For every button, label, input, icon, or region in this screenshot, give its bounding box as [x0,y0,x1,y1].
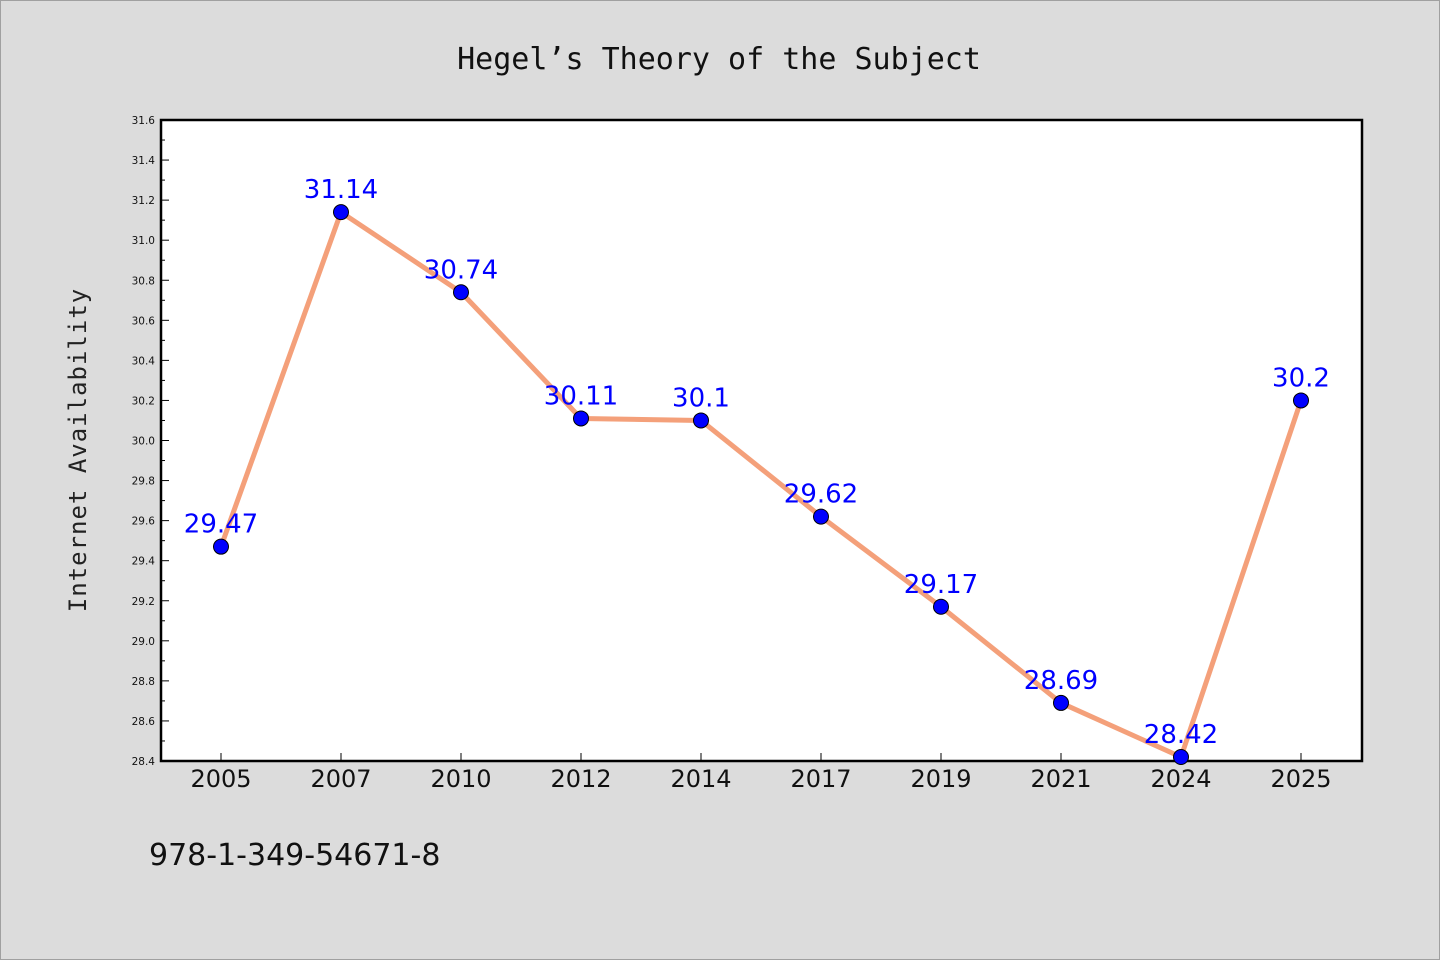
series-line-group [218,209,1304,760]
x-tick-label-3: 2012 [550,765,611,793]
y-tick-label-9: 30.2 [132,395,155,407]
data-point-6 [933,598,949,615]
data-point-3 [573,410,589,427]
data-point-9 [1293,392,1309,409]
data-point-2 [453,284,469,301]
series-line-0 [218,209,1304,760]
data-label-2: 30.74 [424,255,498,285]
y-tick-label-15: 31.4 [132,155,156,167]
y-tick-label-10: 30.4 [132,355,156,367]
y-axis: 28.4 28.6 28.8 29.0 29.2 29.4 29.6 29.8 30.0 30.2… [132,115,169,768]
y-tick-label-0: 28.4 [132,756,156,768]
data-label-5: 29.62 [784,480,858,510]
x-axis: 2005 2007 2010 2012 2014 2017 2019 2021 2024 2025 [190,753,1332,793]
data-label-9: 30.2 [1272,363,1330,393]
x-tick-label-0: 2005 [190,765,251,793]
y-tick-label-6: 29.6 [132,516,156,528]
data-point-7 [1053,694,1069,711]
data-label-7: 28.69 [1024,666,1098,696]
y-axis-label: Internet Availability [64,288,92,612]
y-tick-label-12: 30.8 [132,275,155,287]
y-tick-label-13: 31.0 [132,235,155,247]
y-tick-label-7: 29.8 [132,476,155,488]
x-tick-label-6: 2019 [910,765,971,793]
x-tick-label-8: 2024 [1150,765,1211,793]
footer-isbn: 978-1-349-54671-8 [149,838,440,873]
data-point-0 [213,538,229,555]
y-tick-label-2: 28.8 [132,676,155,688]
x-tick-label-9: 2025 [1270,765,1331,793]
data-label-3: 30.11 [544,381,618,411]
x-tick-label-1: 2007 [310,765,371,793]
data-label-6: 29.17 [904,570,978,600]
y-tick-label-11: 30.6 [132,315,156,327]
y-tick-label-8: 30.0 [132,436,155,448]
x-tick-label-4: 2014 [670,765,731,793]
data-label-8: 28.42 [1144,720,1218,750]
y-tick-label-1: 28.6 [132,716,156,728]
y-tick-label-16: 31.6 [132,115,156,127]
data-label-4: 30.1 [672,383,730,413]
x-tick-label-2: 2010 [430,765,491,793]
data-label-1: 31.14 [304,175,378,205]
data-point-5 [813,508,829,525]
data-labels: 29.47 31.14 30.74 30.11 30.1 29.62 29.17 28.69 2… [184,175,1330,750]
data-point-4 [693,412,709,429]
y-tick-label-3: 29.0 [132,636,155,648]
data-point-1 [333,204,349,221]
chart-title: Hegel’s Theory of the Subject [457,42,981,77]
data-markers [213,204,1309,765]
y-tick-label-4: 29.2 [132,596,155,608]
data-label-0: 29.47 [184,510,258,540]
data-point-8 [1173,748,1189,765]
x-tick-label-7: 2021 [1030,765,1091,793]
y-tick-label-14: 31.2 [132,195,155,207]
y-tick-label-5: 29.4 [132,556,156,568]
x-tick-label-5: 2017 [790,765,851,793]
